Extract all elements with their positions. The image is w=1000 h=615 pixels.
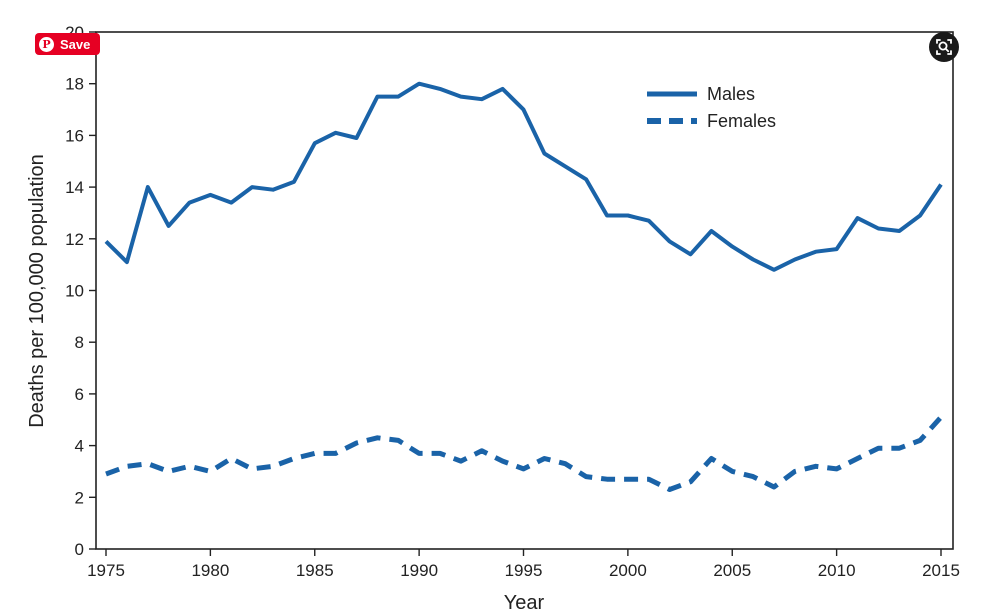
save-label: Save [60,36,91,52]
y-tick-label: 12 [65,230,84,249]
legend-label-females: Females [707,111,776,131]
x-tick-label: 1990 [400,561,438,580]
x-tick-label: 1975 [87,561,125,580]
y-tick-label: 2 [75,488,84,507]
x-tick-label: 2005 [713,561,751,580]
y-tick-label: 0 [75,540,84,559]
y-tick-label: 16 [65,126,84,145]
y-tick-label: 8 [75,333,84,352]
x-tick-label: 2010 [818,561,856,580]
x-tick-label: 2000 [609,561,647,580]
y-tick-label: 18 [65,75,84,94]
y-axis-title: Deaths per 100,000 population [26,154,48,428]
x-tick-label: 1985 [296,561,334,580]
series-line-females [105,415,943,492]
y-tick-label: 10 [65,282,84,301]
x-axis-title: Year [504,592,545,614]
series-line-males [104,81,943,272]
pinterest-icon: P [39,36,54,52]
y-tick-label: 6 [75,385,84,404]
pinterest-save-button[interactable]: P Save [35,33,101,55]
visual-search-icon [936,39,952,55]
x-tick-label: 1995 [505,561,543,580]
x-tick-label: 2015 [922,561,960,580]
y-tick-label: 4 [75,437,84,456]
visual-search-button[interactable] [929,32,959,62]
legend-label-males: Males [707,84,755,104]
x-tick-label: 1980 [191,561,229,580]
y-tick-label: 14 [65,178,84,197]
axes: 0246810121416182019751980198519901995200… [65,23,960,580]
series-lines [104,81,943,492]
legend: Males Females [647,84,776,131]
